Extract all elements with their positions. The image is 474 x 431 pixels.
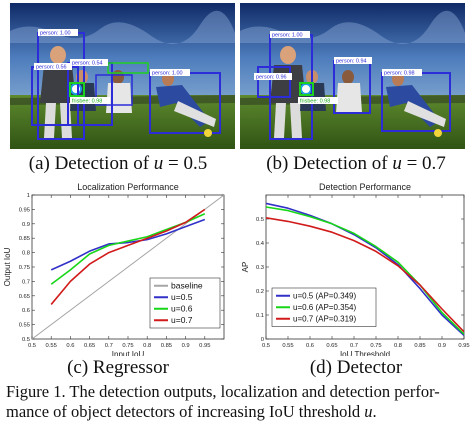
photo-scene-a: person: 1.00 person: 0.56 person: 0.54 p… (10, 3, 235, 149)
box-label: person: 1.00 (40, 31, 71, 37)
box-label: person: 0.98 (384, 71, 415, 77)
bbox-frisbee (69, 82, 85, 97)
x-axis-label: Input IoU (112, 350, 145, 356)
detection-image-a: person: 1.00 person: 0.56 person: 0.54 p… (10, 3, 235, 149)
x-tick-label: 0.7 (105, 343, 113, 349)
box-label: person: 0.96 (256, 75, 287, 81)
subcaption-d: (d) Detector (309, 357, 403, 378)
series-line-u-0-7 (50, 208, 206, 305)
photo-scene-b: person: 1.00 person: 0.96 person: 0.94 p… (240, 3, 465, 149)
y-tick-label: 0.3 (256, 265, 264, 271)
x-tick-label: 0.5 (262, 343, 270, 349)
bbox-person-2 (257, 66, 291, 98)
chart-title: Localization Performance (77, 182, 179, 192)
y-tick-label: 0.5 (256, 217, 264, 223)
x-tick-label: 0.65 (84, 343, 95, 349)
x-tick-label: 0.85 (161, 343, 172, 349)
series-line-u-0-7-ap-0-319- (266, 217, 464, 333)
x-tick-label: 0.95 (458, 343, 469, 349)
series-line-u-0-6-ap-0-354- (266, 206, 464, 335)
x-tick-label: 0.55 (282, 343, 293, 349)
x-axis-label: IoU Threshold (340, 350, 390, 356)
y-tick-label: 0.7 (22, 279, 30, 285)
figure-caption: Figure 1. The detection outputs, localiz… (6, 382, 440, 421)
x-tick-label: 0.75 (122, 343, 133, 349)
localization-chart: Localization Performance 0.5 0.55 0.6 0.65 0.… (3, 182, 225, 356)
legend-label: u=0.7 (AP=0.319) (293, 315, 356, 324)
x-tick-label: 0.55 (46, 343, 57, 349)
y-tick-label: 0 (261, 337, 264, 343)
legend-label: u=0.5 (AP=0.349) (293, 292, 356, 301)
legend-label: u=0.6 (171, 304, 193, 314)
bbox-frisbee (299, 82, 314, 96)
x-tick-label: 0.7 (350, 343, 358, 349)
box-label: person: 0.94 (336, 59, 367, 65)
x-tick-label: 0.8 (394, 343, 402, 349)
series-line-u-0-5 (50, 218, 206, 271)
y-tick-label: 0.65 (19, 294, 30, 300)
series-line-u-0-5-ap-0-349- (266, 202, 464, 336)
y-tick-label: 0.4 (256, 241, 265, 247)
y-axis-label: AP (241, 262, 250, 273)
y-tick-label: 1 (27, 193, 30, 199)
legend-label: u=0.7 (171, 315, 193, 325)
legend-label: baseline (171, 281, 203, 291)
box-label: person: 0.56 (36, 65, 67, 71)
x-tick-label: 0.85 (414, 343, 425, 349)
subcaption-a: (a) Detection of u = 0.5 (28, 153, 208, 174)
box-label: person: 1.00 (152, 71, 183, 77)
x-tick-label: 0.9 (182, 343, 190, 349)
y-tick-label: 0.5 (22, 337, 30, 343)
y-tick-label: 0.55 (19, 323, 30, 329)
legend-label: u=0.6 (AP=0.354) (293, 303, 356, 312)
x-tick-label: 0.5 (28, 343, 36, 349)
subcaption-b: (b) Detection of u = 0.7 (266, 153, 446, 174)
y-tick-label: 0.95 (19, 207, 30, 213)
box-label: person: 0.54 (72, 61, 103, 67)
y-tick-label: 0.9 (22, 222, 30, 228)
y-tick-label: 0.6 (22, 308, 30, 314)
x-tick-label: 0.8 (143, 343, 151, 349)
box-label: person: 1.00 (272, 33, 303, 39)
detection-image-b: person: 1.00 person: 0.96 person: 0.94 p… (240, 3, 465, 149)
y-tick-label: 0.8 (22, 251, 30, 257)
box-label: frisbee: 0.98 (300, 99, 330, 105)
x-tick-label: 0.9 (438, 343, 446, 349)
y-tick-label: 0.75 (19, 265, 30, 271)
x-tick-label: 0.6 (66, 343, 74, 349)
x-tick-label: 0.75 (370, 343, 381, 349)
x-tick-label: 0.6 (306, 343, 314, 349)
y-axis-label: Output IoU (3, 247, 12, 286)
y-tick-label: 0.1 (256, 313, 264, 319)
chart-title: Detection Performance (319, 182, 411, 192)
x-tick-label: 0.95 (199, 343, 210, 349)
y-tick-label: 0.2 (256, 289, 264, 295)
legend-label: u=0.5 (171, 292, 193, 302)
x-tick-label: 0.65 (326, 343, 337, 349)
y-tick-label: 0.85 (19, 236, 30, 242)
subcaption-c: (c) Regressor (67, 357, 169, 378)
detection-chart: Detection Performance 0.5 0.55 0.6 0.65 0.7 0.… (241, 182, 470, 356)
box-label: frisbee: 0.98 (72, 99, 102, 105)
